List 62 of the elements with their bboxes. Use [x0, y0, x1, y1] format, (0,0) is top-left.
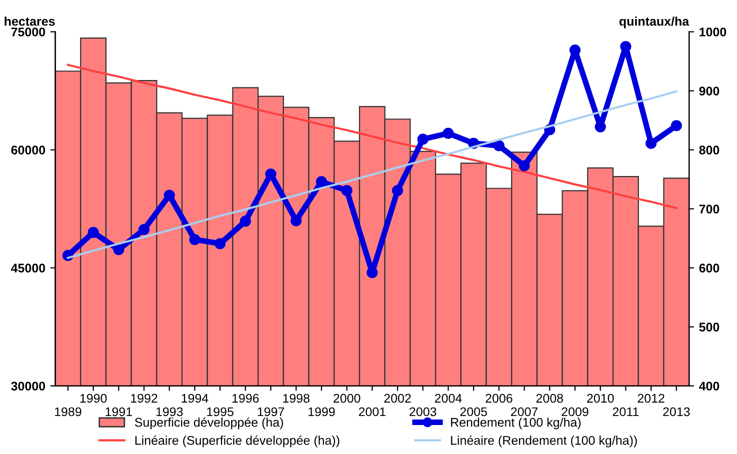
- point: [670, 120, 682, 132]
- y2-tick-label: 500: [699, 322, 720, 332]
- point: [189, 234, 200, 246]
- line-series: [66, 64, 678, 210]
- x-tick-label: 2008: [536, 394, 564, 403]
- x-tick-label: 2006: [486, 394, 512, 403]
- y2-tick-label: 400: [699, 382, 720, 391]
- y-tick-label: 75000: [11, 28, 46, 36]
- x-tick-label: 2007: [511, 407, 538, 416]
- point: [164, 190, 175, 201]
- x-tick-label: 2004: [434, 394, 462, 403]
- point: [442, 128, 454, 139]
- y2-tick-label: 900: [699, 86, 720, 96]
- x-tick-label: 1996: [232, 394, 259, 403]
- legend-label: Linéaire (Superficie développée (ha)): [135, 435, 340, 448]
- point: [646, 138, 657, 149]
- x-tick-label: 1991: [106, 407, 132, 416]
- point: [88, 226, 99, 238]
- point: [138, 224, 150, 236]
- x-tick-label: 2005: [460, 407, 487, 416]
- y2-axis-title: quintaux/ha: [619, 16, 690, 28]
- x-tick-label: 2013: [663, 407, 690, 416]
- x-tick-label: 1997: [258, 407, 284, 416]
- x-tick-label: 1992: [131, 394, 158, 403]
- point: [341, 184, 352, 196]
- y-tick-label: 45000: [10, 264, 46, 273]
- y-tick-label: 60000: [11, 146, 46, 154]
- point: [392, 184, 404, 196]
- x-tick-label: 2009: [562, 407, 588, 416]
- y2-tick-label: 700: [699, 204, 720, 214]
- point: [290, 215, 302, 226]
- legend-label: Superficie développée (ha): [134, 417, 283, 430]
- point: [316, 176, 328, 188]
- x-tick-label: 2012: [638, 394, 664, 403]
- point: [214, 238, 226, 250]
- x-tick-label: 2002: [384, 394, 411, 403]
- x-tick-label: 1994: [182, 394, 208, 403]
- x-tick-label: 1989: [55, 407, 82, 416]
- x-tick-label: 1990: [80, 394, 107, 403]
- y2-tick-label: 800: [699, 146, 720, 154]
- y-axis-title: hectares: [4, 16, 55, 26]
- legend-label: Linéaire (Rendement (100 kg/ha)): [451, 435, 637, 448]
- x-tick-label: 2003: [410, 407, 436, 416]
- y-tick-label: 30000: [11, 382, 46, 391]
- x-tick-label: 1995: [207, 407, 234, 416]
- point: [417, 134, 428, 145]
- y2-tick-label: 600: [699, 264, 720, 273]
- x-tick-label: 2000: [334, 394, 360, 403]
- x-tick-label: 1999: [308, 407, 335, 416]
- point: [366, 267, 378, 278]
- x-tick-label: 1993: [156, 407, 183, 416]
- x-tick-label: 2011: [612, 407, 639, 416]
- point: [493, 140, 505, 152]
- x-tick-label: 2010: [587, 394, 614, 403]
- y2-tick-label: 1000: [700, 28, 726, 36]
- x-tick-label: 2001: [358, 407, 386, 416]
- x-tick-label: 1998: [283, 394, 310, 403]
- point: [518, 160, 530, 172]
- point: [620, 40, 632, 52]
- point: [113, 244, 124, 256]
- point: [240, 216, 251, 227]
- legend-label: Rendement (100 kg/ha): [451, 418, 581, 430]
